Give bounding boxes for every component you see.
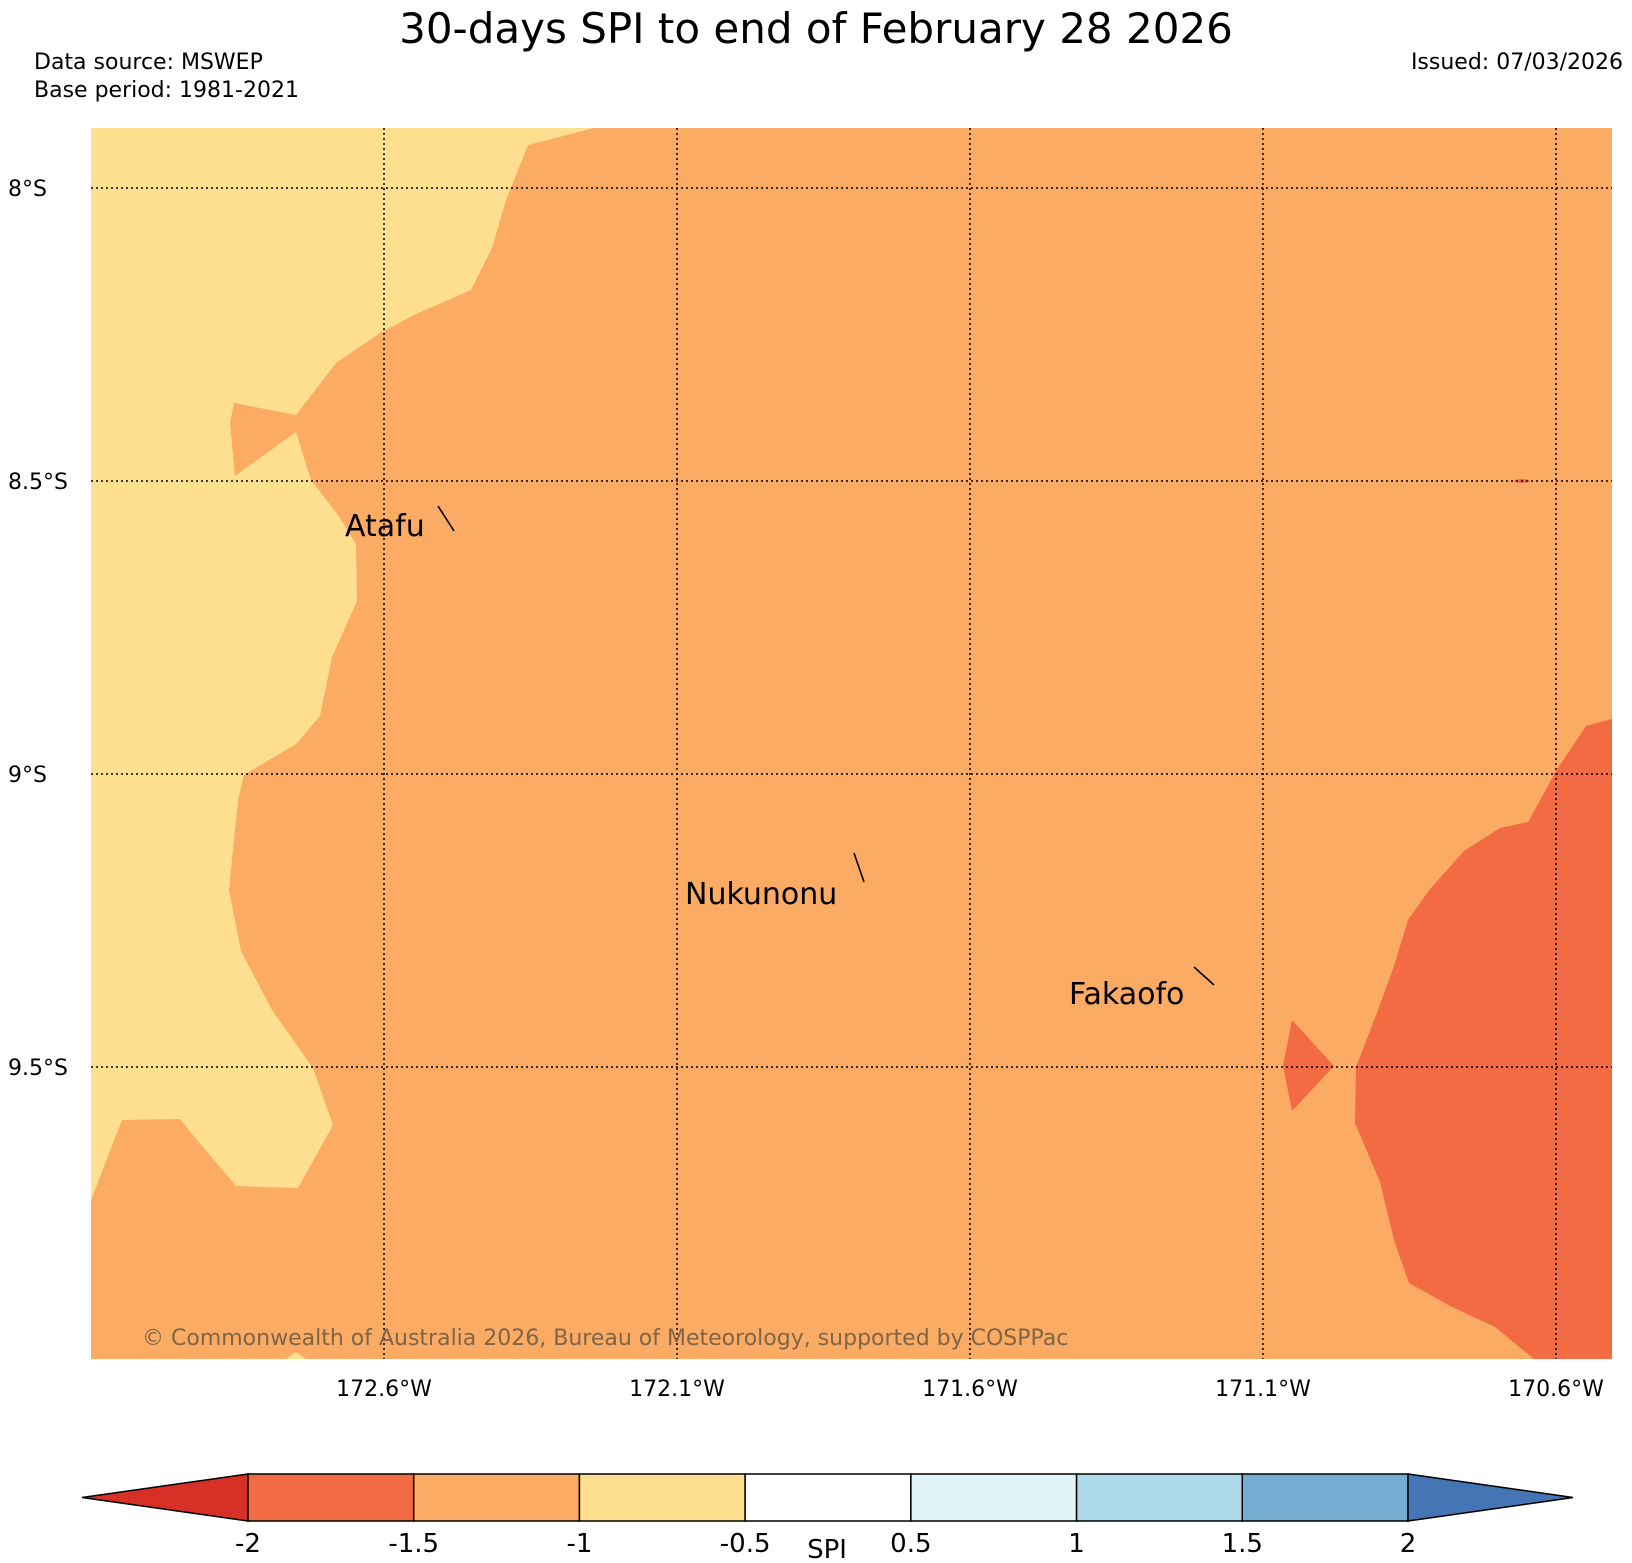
lat-label: 9°S — [8, 763, 47, 788]
place-label-fakaofo: Fakaofo — [1069, 977, 1184, 1012]
fakaofo-atoll-marker — [1193, 966, 1215, 986]
lon-label: 172.6°W — [336, 1377, 432, 1402]
place-label-atafu: Atafu — [345, 509, 425, 544]
lon-label: 171.6°W — [922, 1377, 1018, 1402]
lat-label: 8.5°S — [8, 470, 68, 495]
map-title: 30-days SPI to end of February 28 2026 — [399, 4, 1233, 53]
spi-region-severely-dry-east — [1355, 719, 1612, 1359]
spi-colorbar: -2 -1.5 -1 -0.5 0.5 1 1.5 2 — [81, 1473, 1574, 1559]
colorbar-extension-low — [81, 1473, 249, 1522]
spi-region-severely-dry-patch — [1283, 1020, 1334, 1111]
colorbar-tick-label: -0.5 — [720, 1529, 771, 1559]
colorbar-tick-label: -2 — [235, 1529, 261, 1559]
spi-region-mildly-dry-west — [91, 128, 594, 1200]
colorbar-swatch — [1075, 1473, 1244, 1522]
lon-label: 170.6°W — [1508, 1377, 1604, 1402]
colorbar-label: SPI — [807, 1535, 847, 1563]
colorbar-swatch — [578, 1473, 746, 1522]
data-source-label: Data source: MSWEP — [34, 50, 263, 75]
colorbar-swatch — [744, 1473, 912, 1522]
nukunonu-atoll-marker — [853, 852, 865, 883]
lat-label: 8°S — [8, 177, 47, 202]
colorbar-tick-label: 2 — [1400, 1529, 1417, 1559]
atoll-outlines — [437, 505, 1215, 986]
colorbar-swatch — [412, 1473, 581, 1522]
colorbar-tick-label: 0.5 — [890, 1529, 931, 1559]
colorbar-swatch — [247, 1473, 415, 1522]
colorbar-swatch — [910, 1473, 1078, 1522]
base-period-label: Base period: 1981-2021 — [34, 78, 299, 103]
graticule — [91, 128, 1612, 1359]
place-label-nukunonu: Nukunonu — [685, 877, 837, 912]
colorbar-tick-label: -1.5 — [388, 1529, 439, 1559]
lon-label: 171.1°W — [1215, 1377, 1311, 1402]
colorbar-extension-high — [1407, 1473, 1574, 1522]
copyright-notice: © Commonwealth of Australia 2026, Bureau… — [142, 1326, 1068, 1351]
colorbar-tick-label: 1.5 — [1222, 1529, 1263, 1559]
spi-region-mildly-dry-bottom — [286, 1352, 306, 1359]
colorbar-tick-label: 1 — [1068, 1529, 1085, 1559]
lon-label: 172.1°W — [629, 1377, 725, 1402]
map-plot-area: Atafu Nukunonu Fakaofo © Commonwealth of… — [91, 128, 1612, 1359]
colorbar-swatch — [1241, 1473, 1409, 1522]
lat-label: 9.5°S — [8, 1056, 68, 1081]
colorbar-tick-label: -1 — [566, 1529, 592, 1559]
issued-date-label: Issued: 07/03/2026 — [1410, 50, 1623, 75]
atafu-atoll-marker — [437, 505, 455, 532]
